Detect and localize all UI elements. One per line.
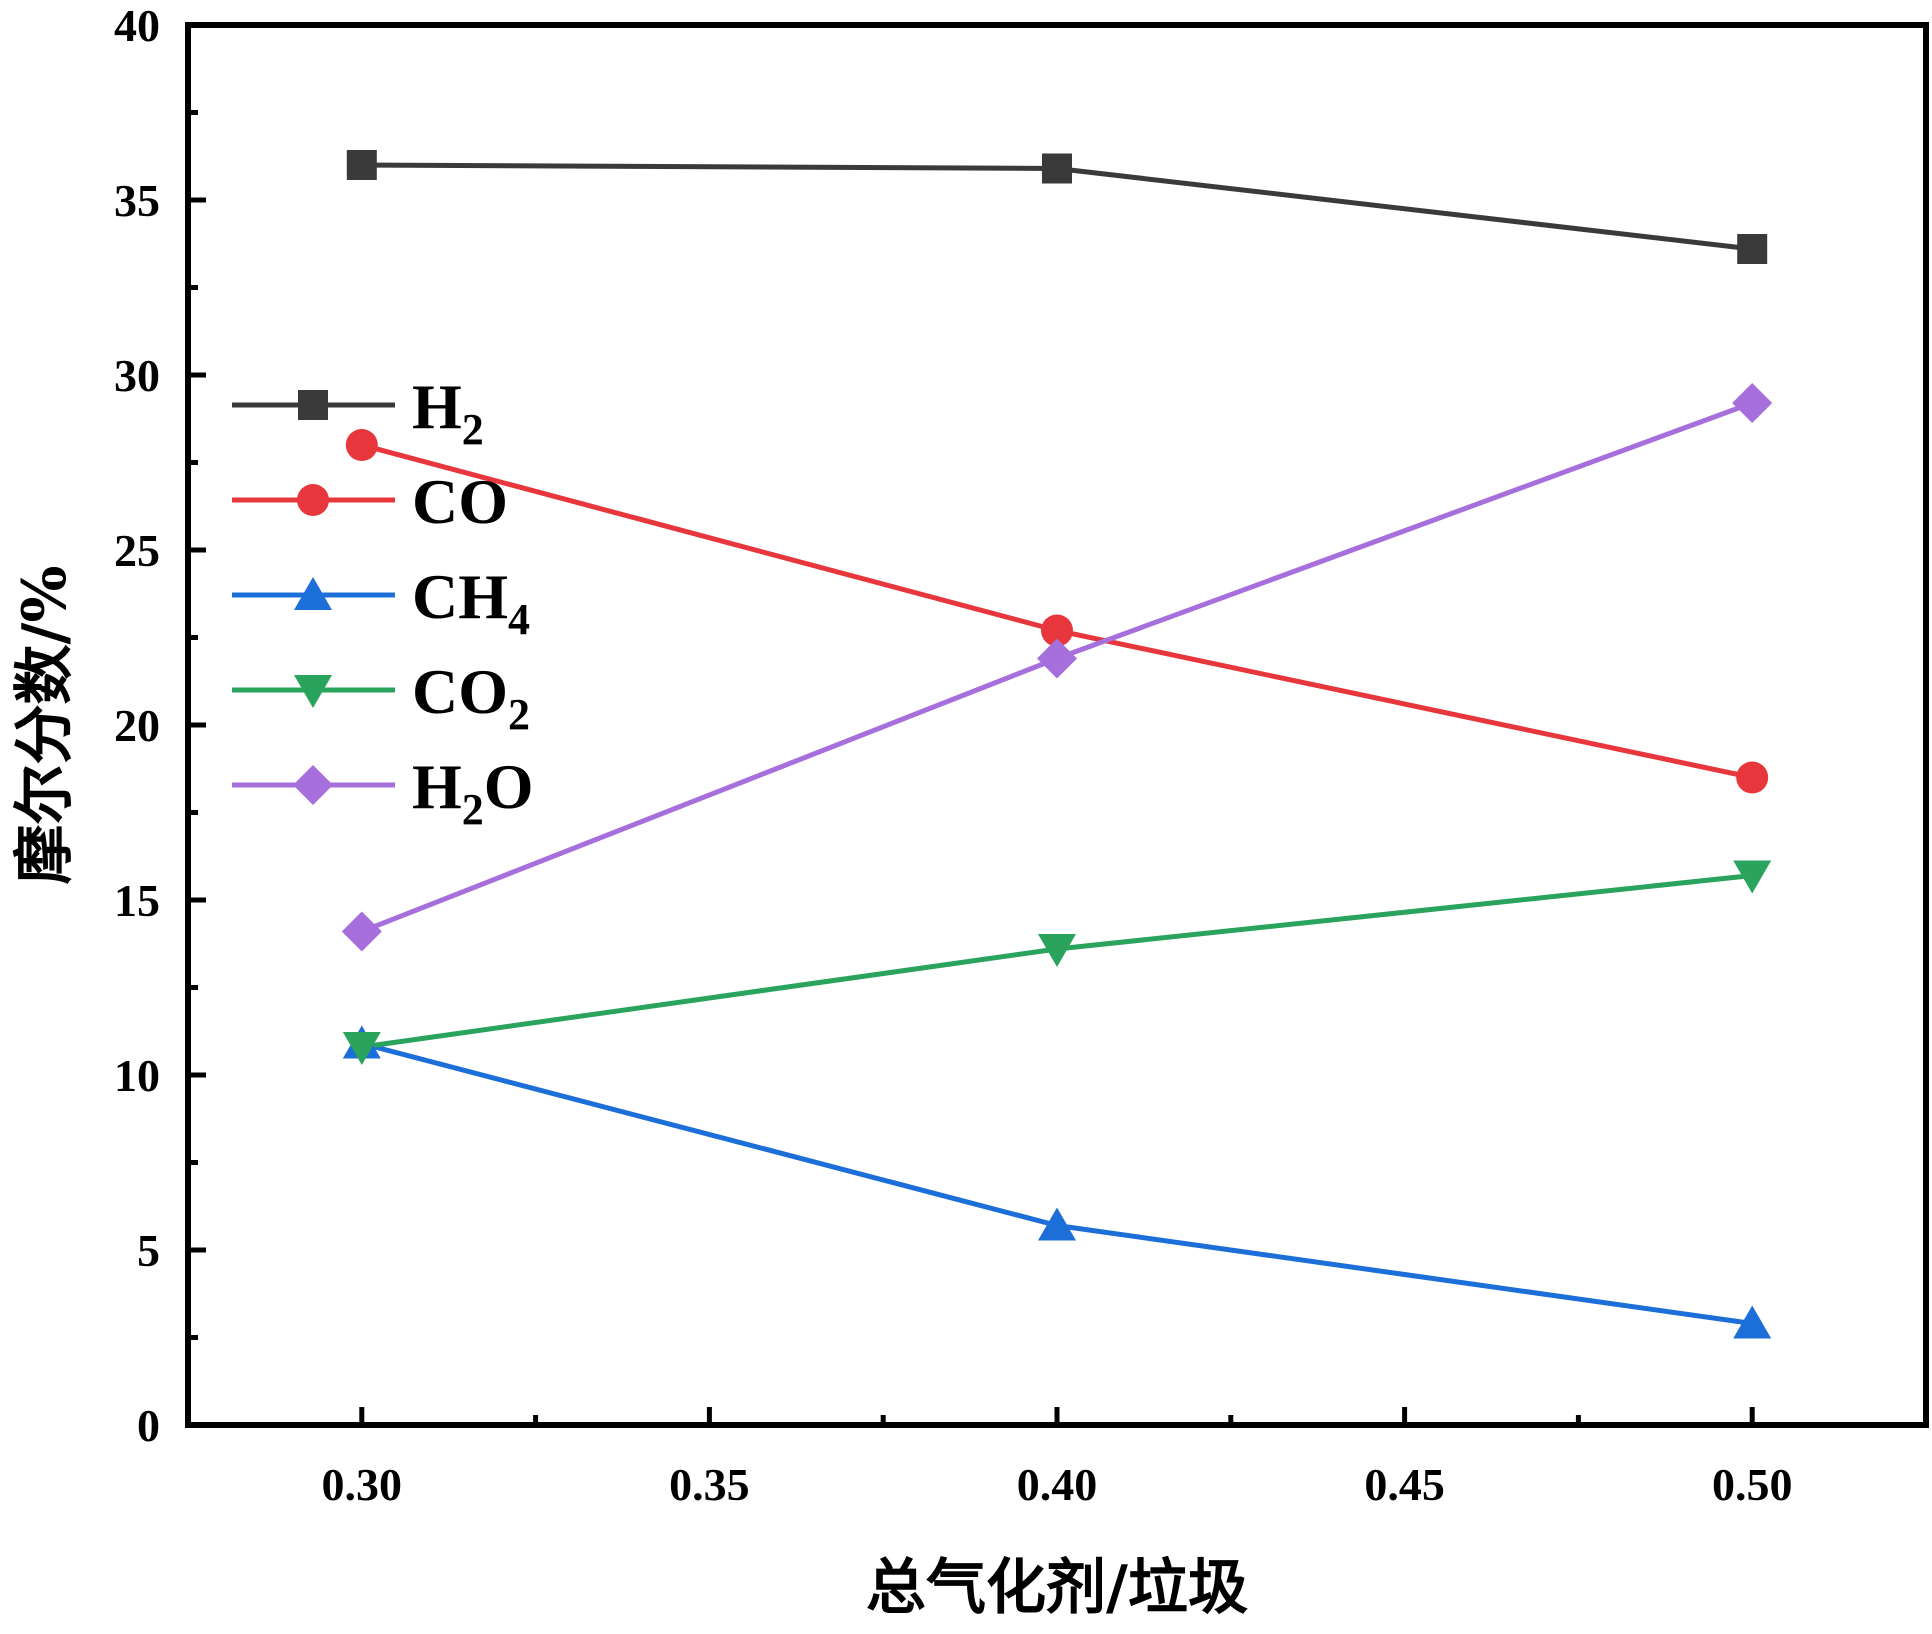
series-layer bbox=[341, 150, 1773, 1339]
series-line-ch4 bbox=[361, 1041, 1753, 1326]
data-point-co2 bbox=[342, 1032, 381, 1065]
series-line-co bbox=[361, 442, 1753, 780]
y-tick-label: 10 bbox=[114, 1050, 160, 1101]
x-tick-label: 0.40 bbox=[1017, 1459, 1098, 1510]
axis-ticks: 0.30 0.35 0.40 0.45 0.50 0 5 10 15 20 25 30 35 40 bbox=[114, 0, 1792, 1510]
data-point-h2 bbox=[346, 150, 377, 180]
legend-label-h2o: H2O bbox=[412, 751, 534, 834]
data-point-ch4 bbox=[1733, 1305, 1772, 1339]
data-point-h2o bbox=[1732, 383, 1773, 423]
legend-label-co: CO bbox=[412, 466, 508, 537]
x-tick-label: 0.35 bbox=[669, 1459, 750, 1510]
x-axis-title: 总气化剂/垃圾 bbox=[866, 1553, 1248, 1623]
data-point-h2 bbox=[1737, 234, 1768, 264]
data-point-h2o bbox=[341, 911, 382, 952]
y-tick-label: 5 bbox=[137, 1225, 160, 1276]
y-tick-label: 15 bbox=[114, 875, 160, 926]
data-point-co2 bbox=[1733, 860, 1772, 894]
legend: H2 CO CH4 CO2 H2O bbox=[232, 371, 534, 834]
y-tick-label: 35 bbox=[114, 175, 160, 226]
legend-label-h2: H2 bbox=[412, 371, 484, 454]
y-tick-label: 40 bbox=[114, 0, 160, 51]
data-point-h2o bbox=[1037, 638, 1077, 679]
y-axis-title: 摩尔分数/% bbox=[10, 566, 80, 885]
data-point-co bbox=[1041, 614, 1073, 647]
y-tick-label: 20 bbox=[114, 700, 160, 751]
x-tick-label: 0.50 bbox=[1712, 1459, 1793, 1510]
y-tick-label: 25 bbox=[114, 525, 160, 576]
y-tick-label: 0 bbox=[137, 1400, 160, 1451]
legend-marker-co bbox=[297, 484, 329, 516]
data-point-ch4 bbox=[1038, 1207, 1076, 1241]
data-point-co2 bbox=[1038, 934, 1076, 967]
legend-label-ch4: CH4 bbox=[412, 561, 530, 644]
x-tick-label: 0.45 bbox=[1364, 1459, 1445, 1510]
legend-marker-co2 bbox=[294, 675, 332, 708]
y-tick-label: 30 bbox=[114, 350, 160, 401]
data-point-co bbox=[1736, 761, 1769, 794]
data-point-co bbox=[345, 429, 378, 461]
data-point-h2 bbox=[1042, 153, 1072, 184]
legend-marker-h2o bbox=[293, 765, 333, 805]
legend-label-co2: CO2 bbox=[412, 656, 530, 739]
x-tick-label: 0.30 bbox=[322, 1459, 403, 1510]
legend-marker-ch4 bbox=[294, 577, 332, 610]
legend-marker-h2 bbox=[298, 390, 328, 420]
